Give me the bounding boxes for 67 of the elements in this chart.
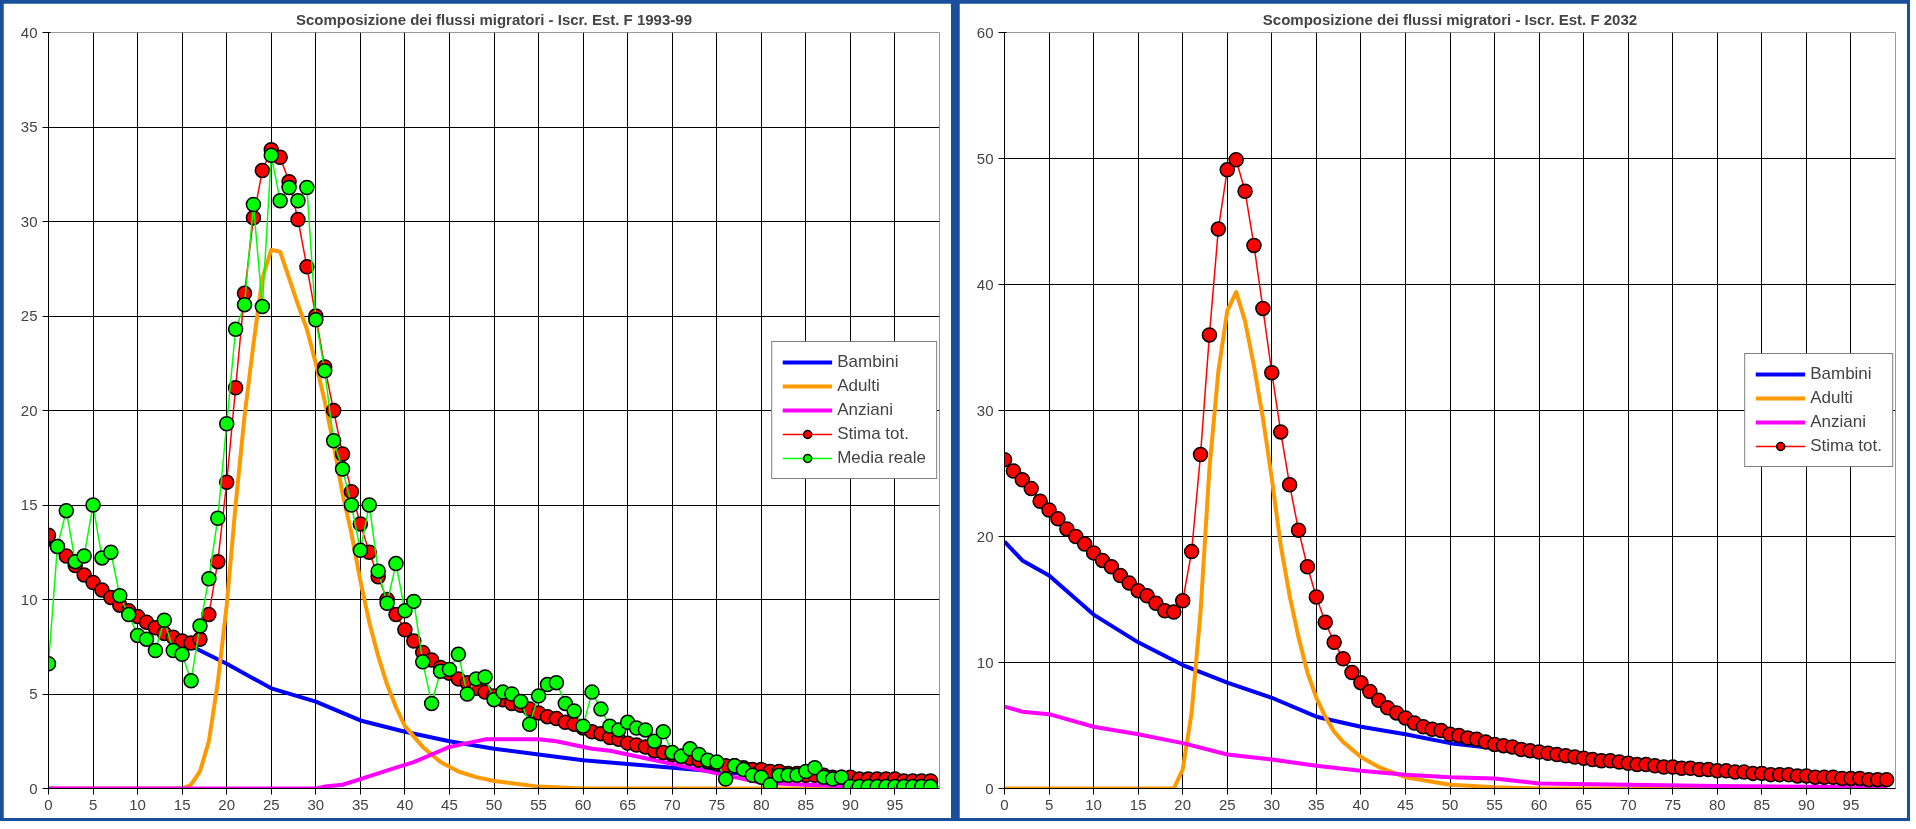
x-tick-label: 0 xyxy=(44,795,53,813)
x-tick-label: 80 xyxy=(1708,795,1726,813)
x-tick-label: 65 xyxy=(619,795,636,813)
x-tick-label: 5 xyxy=(88,795,98,813)
x-tick-label: 30 xyxy=(1263,795,1281,813)
y-tick-label: 60 xyxy=(976,23,994,41)
x-tick-label: 85 xyxy=(1753,795,1771,813)
y-tick-label: 20 xyxy=(976,527,994,545)
legend-label: Stima tot. xyxy=(1810,436,1882,456)
x-tick-label: 75 xyxy=(708,795,726,813)
y-tick-label: 25 xyxy=(20,307,38,324)
y-tick-label: 0 xyxy=(29,779,38,797)
y-tick-label: 10 xyxy=(976,653,994,671)
x-tick-label: 75 xyxy=(1664,795,1682,813)
y-tick-label: 15 xyxy=(20,496,38,513)
x-tick-label: 45 xyxy=(1397,795,1414,813)
x-tick-label: 15 xyxy=(173,795,191,813)
legend-label: Adulti xyxy=(837,376,880,396)
y-tick-label: 40 xyxy=(976,275,994,293)
x-tick-label: 80 xyxy=(752,795,770,813)
legend-label: Bambini xyxy=(837,352,899,372)
x-tick-label: 35 xyxy=(352,795,369,813)
chart-title: Scomposizione dei flussi migratori - Iscr. Est. F 1993-99 xyxy=(296,10,692,28)
y-tick-label: 20 xyxy=(20,401,38,419)
x-tick-label: 25 xyxy=(262,795,280,813)
x-tick-label: 70 xyxy=(1619,795,1637,813)
x-tick-label: 70 xyxy=(663,795,681,813)
chart-title: Scomposizione dei flussi migratori - Iscr. Est. F 2032 xyxy=(1262,10,1638,28)
legend-label: Adulti xyxy=(1810,388,1853,408)
x-tick-label: 20 xyxy=(1174,795,1192,813)
y-tick-label: 50 xyxy=(976,149,994,167)
x-tick-label: 10 xyxy=(129,795,146,813)
x-tick-label: 50 xyxy=(1441,795,1459,813)
y-tick-label: 35 xyxy=(20,118,38,135)
x-tick-label: 0 xyxy=(1000,795,1009,813)
y-tick-label: 30 xyxy=(976,401,994,419)
x-tick-label: 45 xyxy=(441,795,458,813)
legend-label: Media reale xyxy=(837,448,926,468)
x-tick-label: 60 xyxy=(1530,795,1548,813)
x-tick-label: 40 xyxy=(396,795,414,813)
x-tick-label: 95 xyxy=(1842,795,1860,813)
legend-label: Stima tot. xyxy=(837,424,909,444)
x-tick-label: 55 xyxy=(1486,795,1503,813)
y-tick-label: 0 xyxy=(985,779,994,797)
x-tick-label: 90 xyxy=(1798,795,1815,813)
x-tick-label: 5 xyxy=(1044,795,1054,813)
x-tick-label: 30 xyxy=(307,795,325,813)
y-tick-label: 10 xyxy=(20,590,38,608)
legend-label: Anziani xyxy=(1810,412,1866,432)
x-tick-label: 15 xyxy=(1129,795,1147,813)
x-tick-label: 55 xyxy=(530,795,547,813)
y-tick-label: 5 xyxy=(29,685,38,702)
x-tick-label: 50 xyxy=(485,795,503,813)
x-tick-label: 25 xyxy=(1218,795,1236,813)
legend-label: Anziani xyxy=(837,400,893,420)
x-tick-label: 35 xyxy=(1308,795,1325,813)
legend-label: Bambini xyxy=(1810,364,1872,384)
x-tick-label: 95 xyxy=(886,795,904,813)
x-tick-label: 90 xyxy=(842,795,859,813)
y-tick-label: 40 xyxy=(20,23,38,41)
x-tick-label: 85 xyxy=(797,795,815,813)
x-tick-label: 65 xyxy=(1575,795,1592,813)
y-tick-label: 30 xyxy=(20,212,38,230)
x-tick-label: 10 xyxy=(1085,795,1102,813)
x-tick-label: 20 xyxy=(218,795,236,813)
x-tick-label: 40 xyxy=(1352,795,1370,813)
x-tick-label: 60 xyxy=(574,795,592,813)
